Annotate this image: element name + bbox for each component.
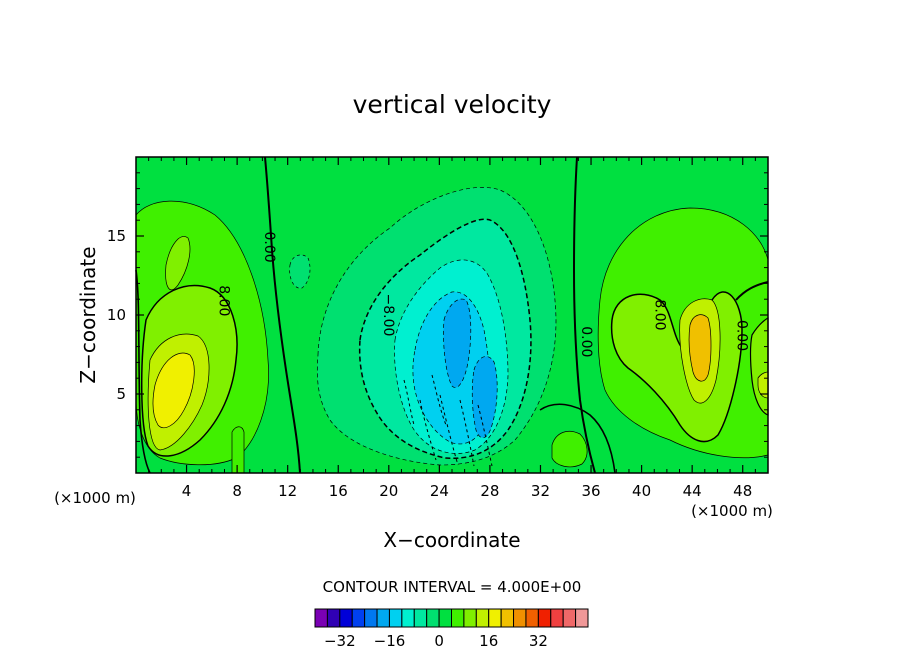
colorbar-swatch (562, 608, 577, 628)
y-tick-label: 15 (107, 227, 126, 245)
colorbar-swatch (426, 608, 440, 628)
zero-contour-left-base (135, 269, 151, 474)
colorbar-swatch (401, 608, 415, 628)
colorbar-swatch (537, 608, 552, 628)
x-tick-label: 48 (733, 482, 752, 500)
colorbar-swatch (525, 608, 539, 628)
x-tick-label: 20 (379, 482, 398, 500)
zero-contour-bottom (539, 403, 616, 474)
contour-label: 8.00 (215, 285, 231, 316)
contour-region-right-16 (688, 314, 712, 382)
y-tick-label: 5 (116, 385, 126, 403)
x-tick-label: 32 (531, 482, 550, 500)
colorbar-tick-label: −16 (374, 632, 406, 650)
contour-label: 0.00 (578, 326, 594, 357)
colorbar-swatch (438, 608, 453, 628)
x-tick-label: 8 (232, 482, 242, 500)
colorbar-swatch (413, 608, 428, 628)
colorbar (314, 608, 589, 628)
contour-label: −8.00 (380, 294, 396, 337)
colorbar-swatch (500, 608, 515, 628)
zero-contour-right (572, 156, 596, 474)
zero-contour-right-2 (735, 281, 769, 301)
colorbar-tick-label: 16 (479, 632, 498, 650)
colorbar-swatch (339, 608, 353, 628)
contour-region-center-minus-16b (471, 356, 498, 438)
x-tick-label: 16 (329, 482, 348, 500)
x-tick-label: 24 (430, 482, 449, 500)
zero-contour-left (264, 156, 301, 474)
plot-area: 0.008.00 −8.000.008.000.00 4 8 12 16 20 24 28 32… (107, 156, 769, 500)
contour-region-center-small (289, 254, 311, 289)
colorbar-swatch (488, 608, 502, 628)
colorbar-swatch (550, 608, 564, 628)
x-unit-right: (×1000 m) (691, 502, 773, 520)
x-axis-label: X−coordinate (383, 528, 520, 552)
contour-region-center-minus-16 (443, 298, 472, 388)
colorbar-tick-label: 32 (529, 632, 548, 650)
colorbar-swatch (326, 608, 341, 628)
contour-label: 0.00 (734, 320, 750, 351)
x-tick-label: 40 (632, 482, 651, 500)
colorbar-tick-labels: −32 −16 0 16 32 (324, 632, 548, 650)
colorbar-swatch (513, 608, 527, 628)
colorbar-swatch (388, 608, 403, 628)
contour-interval-text: CONTOUR INTERVAL = 4.000E+00 (323, 578, 582, 596)
chart-title: vertical velocity (353, 90, 552, 119)
colorbar-swatch (451, 608, 465, 628)
contour-label: 8.00 (652, 299, 668, 330)
colorbar-swatch (351, 608, 366, 628)
colorbar-swatch (364, 608, 378, 628)
contour-region-left-upper (165, 236, 191, 291)
y-axis-label: Z−coordinate (76, 246, 100, 383)
x-axis-ticks: 4 8 12 16 20 24 28 32 36 40 44 48 (148, 157, 756, 500)
x-tick-label: 12 (278, 482, 297, 500)
x-tick-label: 28 (480, 482, 499, 500)
colorbar-swatch (314, 608, 328, 628)
x-tick-label: 36 (581, 482, 600, 500)
contour-region-left-16 (152, 352, 195, 429)
x-unit-left: (×1000 m) (54, 489, 136, 507)
contour-region-bottom-left (231, 426, 245, 474)
colorbar-swatch (575, 608, 589, 628)
x-tick-label: 44 (683, 482, 702, 500)
contour-region-bottom-right (551, 431, 588, 468)
contour-label: 0.00 (261, 231, 277, 262)
colorbar-swatch (463, 608, 477, 628)
colorbar-tick-label: −32 (324, 632, 356, 650)
y-tick-label: 10 (107, 306, 126, 324)
dashed-core-streaks (403, 374, 493, 467)
colorbar-tick-label: 0 (434, 632, 444, 650)
x-tick-label: 4 (182, 482, 192, 500)
colorbar-swatch (376, 608, 390, 628)
contour-labels: 0.00 8.00 −8.00 0.00 8.00 0.00 (215, 231, 750, 357)
y-axis-ticks: 5 10 15 (107, 172, 768, 458)
colorbar-swatch (475, 608, 490, 628)
